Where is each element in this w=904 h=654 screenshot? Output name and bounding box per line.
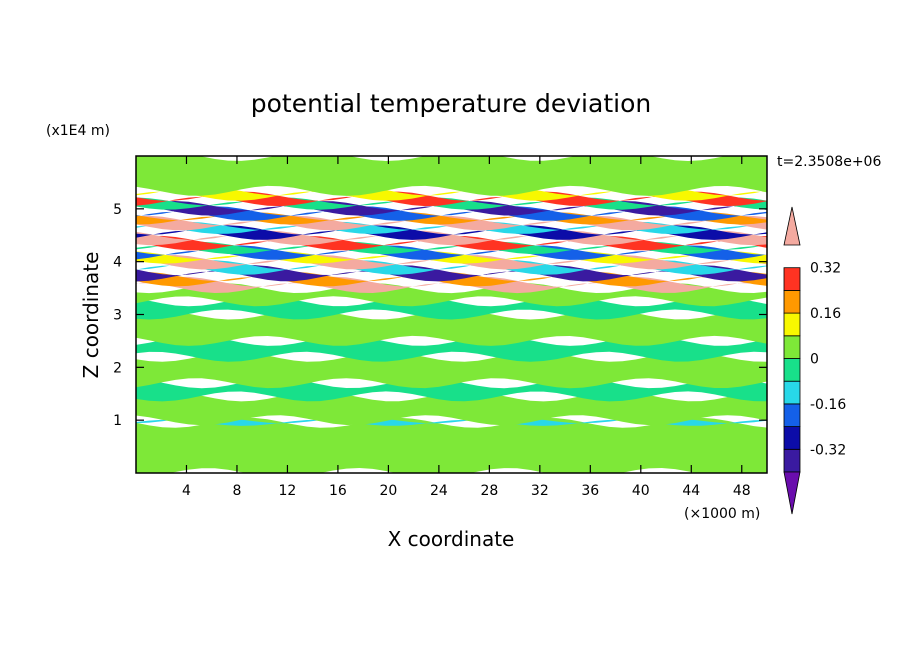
- contour-band: [136, 351, 767, 389]
- x-tick-label: 12: [279, 483, 297, 499]
- colorbar: 0.32 0.16 0 -0.16 -0.32: [783, 206, 846, 515]
- colorbar-swatch: [783, 358, 801, 382]
- x-tick-label: 16: [329, 483, 347, 499]
- colorbar-swatch: [783, 448, 801, 473]
- plot-area: [136, 156, 767, 473]
- contour-band: [136, 191, 767, 207]
- contour-band: [136, 417, 767, 473]
- y-tick-label: 5: [113, 202, 122, 218]
- y-tick-label: 3: [113, 308, 122, 324]
- contour-band: [136, 245, 767, 260]
- y-tick-label: 4: [113, 255, 122, 271]
- x-tick-label: 28: [480, 483, 498, 499]
- colorbar-label: 0.16: [810, 306, 841, 322]
- x-tick-label: 48: [733, 483, 751, 499]
- x-tick-label: 20: [379, 483, 397, 499]
- y-axis-label: Z coordinate: [79, 252, 103, 379]
- contour-band: [136, 156, 767, 196]
- contour-band: [136, 265, 767, 282]
- y-axis-ticks: 1 2 3 4 5: [113, 202, 767, 429]
- contour-band: [136, 335, 767, 362]
- x-axis-ticks: 4 8 12 16 20 24 28 32 36 40 44 48: [182, 156, 751, 499]
- y-unit-label: (x1E4 m): [46, 123, 110, 139]
- colorbar-label: 0: [810, 352, 819, 368]
- colorbar-swatch: [783, 426, 801, 450]
- chart-title: potential temperature deviation: [251, 89, 651, 118]
- x-tick-label: 24: [430, 483, 448, 499]
- x-tick-label: 32: [531, 483, 549, 499]
- y-tick-label: 1: [113, 413, 122, 429]
- x-tick-label: 8: [232, 483, 241, 499]
- contour-band: [136, 212, 767, 225]
- x-tick-label: 4: [182, 483, 191, 499]
- colorbar-label: 0.32: [810, 261, 841, 277]
- colorbar-swatch: [783, 335, 801, 359]
- contour-band: [136, 186, 767, 201]
- x-tick-label: 40: [632, 483, 650, 499]
- x-tick-label: 44: [682, 483, 700, 499]
- y-tick-label: 2: [113, 360, 122, 376]
- contour-band: [136, 225, 767, 240]
- colorbar-label: -0.32: [810, 442, 846, 458]
- colorbar-swatch: [783, 289, 801, 314]
- contour-band: [136, 260, 767, 275]
- x-unit-label: (×1000 m): [684, 506, 760, 522]
- x-axis-label: X coordinate: [388, 527, 515, 551]
- colorbar-swatch: [783, 403, 801, 427]
- x-tick-label: 36: [581, 483, 599, 499]
- colorbar-swatch: [783, 312, 801, 337]
- colorbar-extend-top: [783, 206, 801, 246]
- contour-band: [136, 206, 767, 221]
- time-label: t=2.3508e+06: [777, 154, 881, 170]
- contour-band: [136, 283, 767, 307]
- colorbar-swatch: [783, 267, 801, 291]
- contour-band: [136, 230, 767, 246]
- contour-band: [136, 296, 767, 320]
- colorbar-swatch: [783, 380, 801, 405]
- colorbar-extend-bottom: [783, 471, 801, 515]
- contour-band: [136, 417, 767, 426]
- colorbar-label: -0.16: [810, 397, 846, 413]
